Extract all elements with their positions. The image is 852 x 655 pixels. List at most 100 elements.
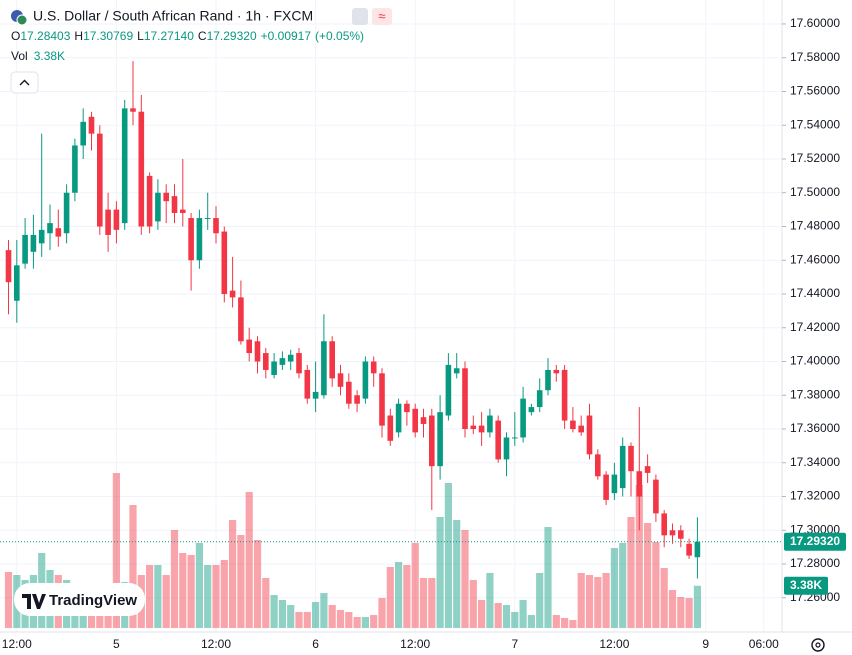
y-tick-label: 17.46000 — [790, 252, 840, 266]
volume-bar — [212, 565, 220, 628]
volume-bar — [511, 612, 519, 628]
candle-body — [362, 361, 369, 399]
chevron-icon — [19, 79, 30, 86]
candle-body — [221, 231, 228, 295]
candle-body — [611, 474, 618, 494]
volume-bar — [453, 520, 461, 628]
watermark-logo — [22, 594, 46, 609]
candles — [0, 61, 782, 579]
candle-body — [354, 395, 360, 404]
x-tick-label: 12:00 — [201, 637, 231, 651]
candle-body — [5, 250, 12, 283]
candle-body — [536, 390, 543, 408]
volume-bar — [395, 562, 403, 628]
volume-key: Vol — [11, 49, 28, 63]
candle-body — [188, 218, 194, 261]
volume-bar — [486, 573, 494, 628]
candle-body — [553, 369, 560, 374]
y-tick-label: 17.48000 — [790, 219, 840, 233]
gear — [811, 638, 825, 652]
candle-body — [404, 403, 410, 413]
candle-body — [653, 479, 659, 514]
volume-bar — [428, 578, 436, 628]
candle-body — [603, 474, 609, 500]
candle-body — [155, 192, 161, 222]
volume-bar — [461, 530, 469, 628]
candle-body — [296, 353, 302, 374]
candle-body — [204, 218, 211, 220]
legend-key: O — [11, 29, 20, 43]
candle-body — [113, 209, 120, 230]
volume-bar — [478, 600, 486, 628]
volume-bar — [527, 615, 535, 628]
legend-key: L — [137, 29, 144, 43]
volume-bar — [146, 565, 154, 628]
candle-body — [287, 354, 294, 362]
candle-body — [545, 369, 551, 391]
x-tick-label: 12:00 — [599, 637, 629, 651]
candle-body — [80, 121, 86, 146]
candle-body — [512, 437, 518, 439]
candle-body — [163, 192, 169, 202]
volume-bar — [328, 605, 336, 628]
volume-bar — [569, 620, 577, 628]
volume-bar — [436, 517, 444, 628]
candle-body — [478, 425, 485, 433]
settings-icon[interactable] — [811, 638, 825, 652]
candle-body — [30, 234, 37, 252]
volume-bar — [585, 575, 594, 628]
symbol-title: U.S. Dollar / South African Rand · 1h · … — [33, 8, 313, 24]
volume-bar — [312, 602, 320, 628]
collapse-button[interactable] — [10, 71, 39, 94]
last-volume-label: 3.38K — [790, 578, 822, 592]
candle-body — [628, 445, 634, 472]
volume-bar — [237, 535, 245, 628]
candle-body — [312, 391, 319, 399]
candle-body — [619, 445, 626, 489]
y-tick-label: 17.40000 — [790, 354, 840, 368]
candle-body — [370, 361, 377, 374]
gear-hub — [815, 642, 821, 648]
watermark-box — [14, 583, 145, 616]
volume-bar — [627, 517, 635, 628]
candle-body — [678, 530, 684, 539]
candle-body — [246, 339, 252, 354]
volume-bar — [162, 575, 170, 628]
y-tick-label: 17.38000 — [790, 387, 840, 401]
volume-bar — [502, 605, 511, 628]
candle-body — [570, 420, 576, 430]
volume-bar — [660, 568, 668, 628]
y-tick-label: 17.58000 — [790, 50, 840, 64]
volume-bar — [552, 615, 560, 628]
candle-body — [213, 218, 219, 234]
volume-bar — [253, 540, 262, 628]
candle-body — [47, 223, 53, 234]
y-tick-label: 17.44000 — [790, 286, 840, 300]
candle-body — [38, 229, 45, 244]
candle-body — [14, 265, 20, 301]
legend-key: C — [198, 29, 207, 43]
watermark: TradingView — [14, 583, 145, 616]
candle-body — [379, 373, 385, 426]
candle-body — [97, 133, 103, 227]
y-tick-label: 17.34000 — [790, 455, 840, 469]
candle-body — [644, 466, 651, 473]
volume-value: 3.38K — [34, 49, 65, 63]
volume-bar — [320, 593, 328, 628]
volume-bar — [187, 555, 195, 628]
candle-body — [694, 541, 701, 558]
candle-body — [387, 415, 394, 441]
candle-body — [470, 425, 477, 430]
volume-bar — [644, 523, 652, 628]
candle-body — [254, 341, 261, 362]
candle-body — [180, 209, 186, 213]
legend-value: 17.30769 — [83, 29, 133, 43]
header: U.S. Dollar / South African Rand · 1h · … — [10, 8, 392, 94]
volume-bar — [386, 567, 394, 628]
badge[interactable] — [372, 8, 392, 25]
candle-body — [437, 412, 443, 467]
y-tick-label: 17.54000 — [790, 117, 840, 131]
volume-bar — [336, 610, 345, 628]
candle-body — [686, 543, 692, 556]
x-tick-label: 06:00 — [749, 637, 779, 651]
